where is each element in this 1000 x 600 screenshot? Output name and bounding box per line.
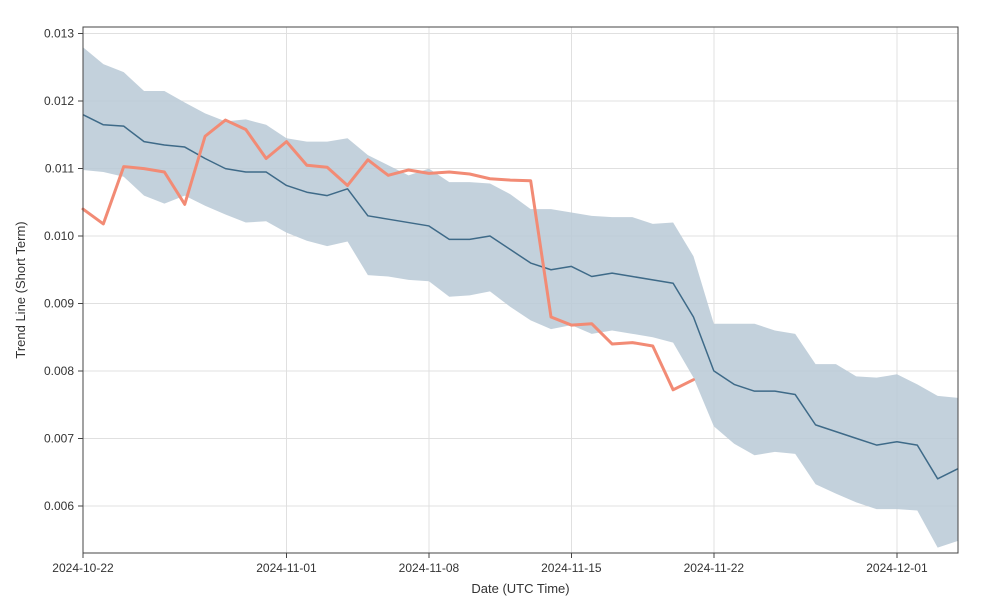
x-tick-label: 2024-11-15 — [541, 561, 602, 575]
y-tick-label: 0.007 — [44, 431, 74, 445]
x-tick-label: 2024-11-22 — [684, 561, 745, 575]
x-tick-label: 2024-11-08 — [399, 561, 460, 575]
chart-svg: 2024-10-22 2024-11-01 2024-11-08 2024-11-15… — [0, 0, 1000, 600]
y-tick-label: 0.009 — [44, 296, 74, 310]
x-tick-label: 2024-10-22 — [52, 561, 114, 575]
y-tick-label: 0.006 — [44, 499, 74, 513]
y-tick-label: 0.008 — [44, 364, 74, 378]
y-tick-label: 0.012 — [44, 94, 74, 108]
y-tick-label: 0.013 — [44, 27, 74, 41]
y-tick-label: 0.010 — [44, 229, 74, 243]
x-tick-label: 2024-11-01 — [256, 561, 317, 575]
y-axis: 0.006 0.007 0.008 0.009 0.010 0.011 0.012 0.013 — [44, 27, 83, 513]
x-axis-label: Date (UTC Time) — [471, 581, 569, 596]
y-tick-label: 0.011 — [45, 162, 74, 176]
y-axis-label: Trend Line (Short Term) — [13, 221, 28, 358]
confidence-band — [83, 47, 958, 547]
x-axis: 2024-10-22 2024-11-01 2024-11-08 2024-11-15… — [52, 553, 928, 575]
trend-chart: 2024-10-22 2024-11-01 2024-11-08 2024-11-15… — [0, 0, 1000, 600]
x-tick-label: 2024-12-01 — [866, 561, 928, 575]
